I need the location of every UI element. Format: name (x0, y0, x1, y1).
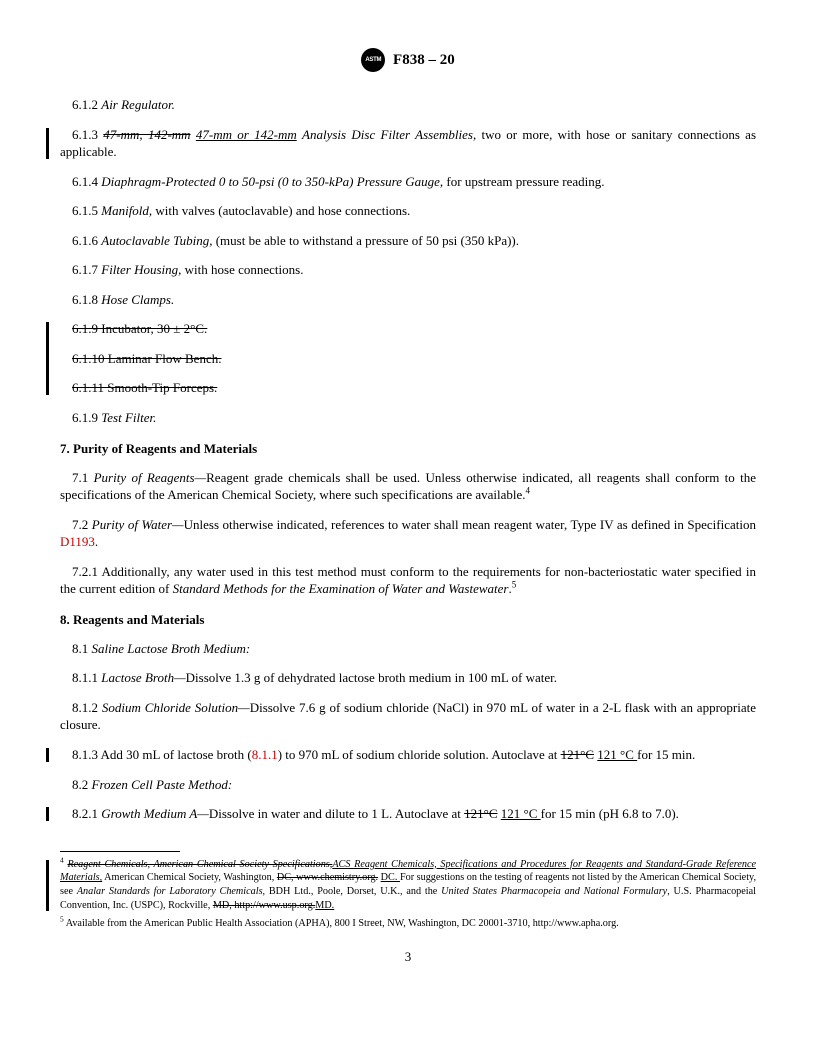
item-6-1-2: 6.1.2 Air Regulator. (60, 96, 756, 114)
section-7-heading: 7. Purity of Reagents and Materials (60, 441, 756, 457)
page-number: 3 (60, 949, 756, 965)
para-7-2-1: 7.2.1 Additionally, any water used in th… (60, 563, 756, 598)
para-7-2: 7.2 Purity of Water—Unless otherwise ind… (60, 516, 756, 551)
footnote-separator (60, 851, 180, 852)
item-6-1-5: 6.1.5 Manifold, with valves (autoclavabl… (60, 202, 756, 220)
para-8-2: 8.2 Frozen Cell Paste Method: (60, 776, 756, 794)
para-7-1: 7.1 Purity of Reagents—Reagent grade che… (60, 469, 756, 504)
para-8-1-2: 8.1.2 Sodium Chloride Solution—Dissolve … (60, 699, 756, 734)
para-8-2-1: 8.2.1 Growth Medium A—Dissolve in water … (60, 805, 756, 823)
document-header: F838 – 20 (60, 48, 756, 72)
item-6-1-11-strike: 6.1.11 Smooth-Tip Forceps. (60, 379, 756, 397)
footnote-4: 4 Reagent Chemicals, American Chemical S… (60, 858, 756, 913)
astm-logo-icon (361, 48, 385, 72)
item-6-1-9-strike: 6.1.9 Incubator, 30 ± 2°C. (60, 320, 756, 338)
section-8-heading: 8. Reagents and Materials (60, 612, 756, 628)
item-6-1-8: 6.1.8 Hose Clamps. (60, 291, 756, 309)
item-6-1-9: 6.1.9 Test Filter. (60, 409, 756, 427)
para-8-1-1: 8.1.1 Lactose Broth—Dissolve 1.3 g of de… (60, 669, 756, 687)
item-6-1-6: 6.1.6 Autoclavable Tubing, (must be able… (60, 232, 756, 250)
item-6-1-4: 6.1.4 Diaphragm-Protected 0 to 50-psi (0… (60, 173, 756, 191)
link-8-1-1[interactable]: 8.1.1 (252, 747, 278, 762)
para-8-1: 8.1 Saline Lactose Broth Medium: (60, 640, 756, 658)
page-container: F838 – 20 6.1.2 Air Regulator. 6.1.3 47-… (0, 0, 816, 1005)
footnote-5: 5 Available from the American Public Hea… (60, 917, 756, 931)
item-6-1-7: 6.1.7 Filter Housing, with hose connecti… (60, 261, 756, 279)
item-6-1-10-strike: 6.1.10 Laminar Flow Bench. (60, 350, 756, 368)
link-d1193[interactable]: D1193 (60, 534, 95, 549)
item-6-1-3: 6.1.3 47-mm, 142-mm 47-mm or 142-mm Anal… (60, 126, 756, 161)
para-8-1-3: 8.1.3 Add 30 mL of lactose broth (8.1.1)… (60, 746, 756, 764)
document-id: F838 – 20 (393, 52, 455, 69)
